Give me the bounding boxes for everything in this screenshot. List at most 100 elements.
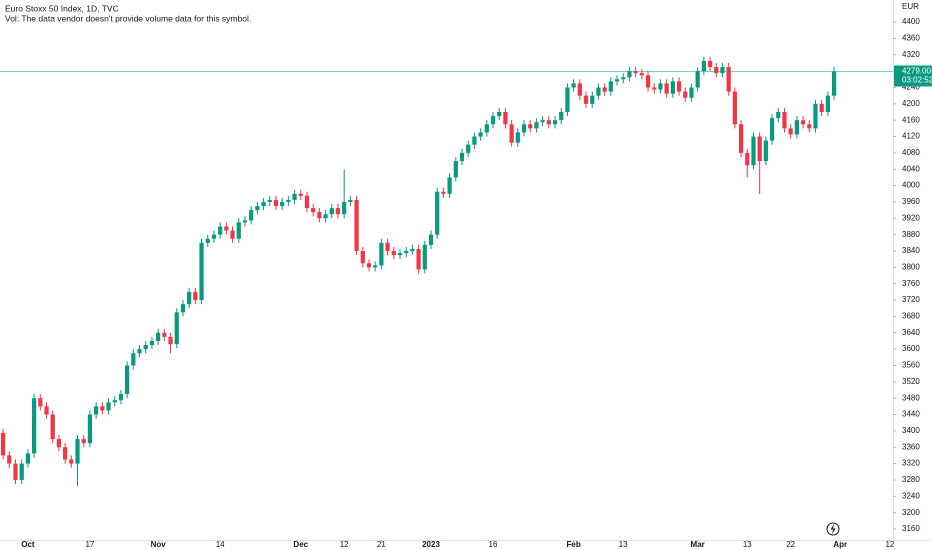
x-tick-label: 17 xyxy=(85,540,94,549)
countdown-label: 03:02:52 xyxy=(902,76,932,85)
y-tick-label: 3440 xyxy=(902,410,920,419)
candle-body xyxy=(174,312,179,345)
candle xyxy=(528,120,533,133)
candle-body xyxy=(571,83,576,88)
y-tick-label: 3320 xyxy=(902,459,920,468)
candle-body xyxy=(565,87,570,113)
y-tick-label: 3480 xyxy=(902,393,920,402)
candle xyxy=(751,132,756,170)
candle-body xyxy=(75,439,80,464)
candle xyxy=(614,75,620,86)
candle-body xyxy=(732,91,737,125)
candle xyxy=(484,120,489,137)
candle-body xyxy=(608,81,613,92)
candle-body xyxy=(25,453,31,464)
candle-body xyxy=(187,291,192,305)
candle-body xyxy=(193,291,198,301)
candle xyxy=(162,328,167,341)
candle-body xyxy=(348,199,353,202)
candle-body xyxy=(763,140,768,162)
candle-body xyxy=(478,132,483,137)
candle-body xyxy=(19,463,24,480)
candle-body xyxy=(63,447,68,460)
candle-body xyxy=(410,248,415,252)
candle-body xyxy=(825,95,830,113)
x-tick-label: Dec xyxy=(293,540,308,549)
candle xyxy=(156,328,161,346)
candle xyxy=(180,300,186,317)
candle xyxy=(143,340,148,354)
candle-body xyxy=(422,244,427,270)
candle xyxy=(683,87,688,102)
candle-body xyxy=(273,199,279,207)
y-tick-label: 4320 xyxy=(902,50,920,59)
candle xyxy=(199,238,204,305)
candle xyxy=(149,336,155,350)
candle xyxy=(769,114,775,145)
candle-body xyxy=(794,120,799,135)
candle xyxy=(714,62,719,78)
candle xyxy=(31,394,37,458)
candle-body xyxy=(751,136,756,166)
candle-body xyxy=(311,208,316,213)
candle-body xyxy=(472,136,477,145)
candle xyxy=(652,83,657,94)
candle xyxy=(286,195,291,207)
candle xyxy=(75,434,80,487)
x-tick-label: 22 xyxy=(786,540,795,549)
candle xyxy=(590,91,595,108)
x-tick-label: 13 xyxy=(743,540,752,549)
candle xyxy=(373,261,378,272)
candle-body xyxy=(366,263,372,268)
y-tick-label: 4120 xyxy=(902,132,920,141)
candle-body xyxy=(255,206,260,211)
y-tick-label: 3560 xyxy=(902,361,920,370)
last-price-box xyxy=(894,65,932,87)
candle xyxy=(292,189,297,204)
candle xyxy=(273,195,279,211)
candle-body xyxy=(701,60,706,72)
candle-body xyxy=(242,220,248,223)
candle xyxy=(44,402,49,419)
candle-body xyxy=(528,124,533,129)
candle xyxy=(106,398,111,415)
candle-body xyxy=(769,118,775,141)
candle-body xyxy=(205,238,210,243)
x-tick-label: Mar xyxy=(691,540,705,549)
y-tick-label: 3800 xyxy=(902,262,920,271)
candle xyxy=(521,120,527,137)
x-tick-label: Nov xyxy=(151,540,167,549)
candle-body xyxy=(379,242,384,266)
candle xyxy=(38,394,43,411)
candle-body xyxy=(0,432,6,456)
x-tick-label: 2023 xyxy=(422,540,440,549)
candle-body xyxy=(261,201,266,207)
candle-body xyxy=(81,439,86,444)
candle-body xyxy=(583,95,589,104)
candle-body xyxy=(230,230,235,239)
candle-body xyxy=(87,414,93,444)
candle xyxy=(193,287,198,305)
candle-body xyxy=(441,191,446,194)
candle-body xyxy=(645,75,651,88)
candle-body xyxy=(695,71,700,88)
y-tick-label: 3280 xyxy=(902,475,920,484)
candle xyxy=(466,140,471,157)
candle-body xyxy=(633,71,638,74)
candle xyxy=(7,451,12,468)
candle-body xyxy=(689,87,694,98)
candle xyxy=(205,234,210,247)
candle-body xyxy=(385,242,390,252)
candle-body xyxy=(342,201,347,215)
candle xyxy=(280,197,285,211)
candle xyxy=(218,222,223,239)
candle-body xyxy=(515,132,520,143)
candle-body xyxy=(106,402,111,411)
y-tick-label: 3760 xyxy=(902,279,920,288)
candle xyxy=(546,116,551,129)
y-tick-label: 3680 xyxy=(902,312,920,321)
replay-icon[interactable] xyxy=(826,522,840,536)
candle xyxy=(422,240,427,274)
